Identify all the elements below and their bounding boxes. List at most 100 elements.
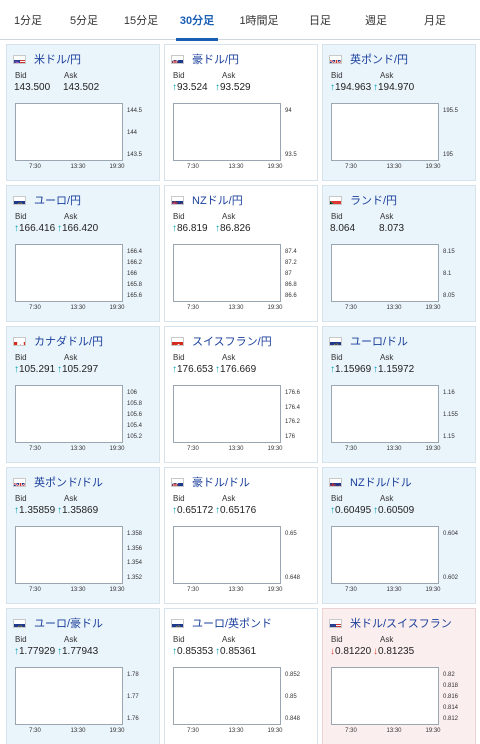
pair-name[interactable]: NZドル/円	[192, 195, 243, 207]
tab-5分足[interactable]: 5分足	[69, 15, 99, 27]
y-tick-label: 165.6	[127, 293, 143, 299]
pair-name[interactable]: ユーロ/豪ドル	[34, 618, 104, 630]
flag-icon	[13, 618, 26, 628]
candlestick-chart[interactable]: 87.4 87.2 87 86.8 86.6 7:30 13:30 19:30	[173, 244, 311, 316]
x-tick-label: 7:30	[187, 587, 199, 593]
flag-icon	[13, 336, 26, 346]
tab-1分足[interactable]: 1分足	[13, 15, 43, 27]
rate-card[interactable]: 豪ドル/ドル Bid Ask ↑0.65172 ↑0.65176 0.65 0.648 7:3…	[164, 467, 318, 604]
pair-name[interactable]: 米ドル/スイスフラン	[350, 618, 452, 630]
ask-label: Ask	[380, 353, 394, 362]
rate-card[interactable]: ユーロ/豪ドル Bid Ask ↑1.77929 ↑1.77943 1.78 1.77 1.7…	[6, 608, 160, 744]
ask-value: ↑0.65176	[215, 505, 256, 516]
candlestick-chart[interactable]: 8.15 8.1 8.05 7:30 13:30 19:30	[331, 244, 469, 316]
rate-card[interactable]: 米ドル/円 Bid Ask 143.500 143.502 144.5 144 143.5 7:…	[6, 44, 160, 181]
pair-name[interactable]: ランド/円	[350, 195, 398, 207]
ask-label: Ask	[222, 71, 236, 80]
y-tick-label: 195	[443, 152, 454, 158]
arrow-up-icon: ↑	[330, 364, 335, 375]
candlestick-chart[interactable]: 0.65 0.648 7:30 13:30 19:30	[173, 526, 311, 598]
tab-月足[interactable]: 月足	[424, 15, 446, 27]
ask-value: 143.502	[63, 82, 99, 93]
arrow-up-icon: ↑	[373, 82, 378, 93]
pair-name[interactable]: ユーロ/英ポンド	[192, 618, 273, 630]
ask-label: Ask	[222, 353, 236, 362]
chart-plot-area	[173, 526, 281, 584]
bid-value: 143.500	[14, 82, 50, 93]
chart-plot-area	[15, 103, 123, 161]
candlestick-chart[interactable]: 195.5 195 7:30 13:30 19:30	[331, 103, 469, 175]
rate-card[interactable]: カナダドル/円 Bid Ask ↑105.291 ↑105.297 106 105.8 105…	[6, 326, 160, 463]
rate-card[interactable]: ユーロ/ドル Bid Ask ↑1.15969 ↑1.15972 1.16 1.155 1.1…	[322, 326, 476, 463]
pair-name[interactable]: 豪ドル/ドル	[192, 477, 251, 489]
candlestick-chart[interactable]: 1.78 1.77 1.76 7:30 13:30 19:30	[15, 667, 153, 739]
ask-number: 176.669	[220, 364, 257, 375]
bid-number: 1.15969	[335, 364, 372, 375]
bid-value: ↑0.60495	[330, 505, 371, 516]
chart-plot-area	[331, 526, 439, 584]
x-tick-label: 13:30	[386, 305, 402, 311]
x-tick-label: 7:30	[345, 164, 357, 170]
flag-icon	[329, 618, 342, 628]
bid-label: Bid	[173, 353, 185, 362]
card-header: 豪ドル/円	[171, 52, 239, 66]
bid-label: Bid	[173, 71, 185, 80]
pair-name[interactable]: 豪ドル/円	[192, 54, 240, 66]
tab-1時間足[interactable]: 1時間足	[239, 15, 279, 27]
rate-card[interactable]: スイスフラン/円 Bid Ask ↑176.653 ↑176.669 176.6 176.4…	[164, 326, 318, 463]
candlestick-chart[interactable]: 1.358 1.356 1.354 1.352 7:30 13:30 19:30	[15, 526, 153, 598]
ask-label: Ask	[64, 635, 78, 644]
y-tick-label: 176	[285, 434, 296, 440]
candlestick-chart[interactable]: 166.4 166.2 166 165.8 165.6 7:30 13:30 19:30	[15, 244, 153, 316]
candlestick-chart[interactable]: 94 93.5 7:30 13:30 19:30	[173, 103, 311, 175]
tab-週足[interactable]: 週足	[365, 15, 387, 27]
candlestick-chart[interactable]: 144.5 144 143.5 7:30 13:30 19:30	[15, 103, 153, 175]
rate-card[interactable]: 米ドル/スイスフラン Bid Ask ↓0.81220 ↓0.81235 0.82 0.81…	[322, 608, 476, 744]
arrow-up-icon: ↑	[14, 505, 19, 516]
x-tick-label: 13:30	[70, 587, 86, 593]
bid-number: 8.064	[330, 223, 356, 234]
pair-name[interactable]: 米ドル/円	[34, 54, 82, 66]
pair-name[interactable]: ユーロ/ドル	[350, 336, 409, 348]
flag-icon	[329, 336, 342, 346]
bid-value: ↑1.77929	[14, 646, 55, 657]
pair-name[interactable]: ユーロ/円	[34, 195, 82, 207]
ask-number: 8.073	[379, 223, 405, 234]
pair-name[interactable]: カナダドル/円	[34, 336, 104, 348]
y-tick-label: 86.6	[285, 293, 297, 299]
rate-card[interactable]: NZドル/円 Bid Ask ↑86.819 ↑86.826 87.4 87.2 87 86.8…	[164, 185, 318, 322]
rate-card[interactable]: ユーロ/円 Bid Ask ↑166.416 ↑166.420 166.4 166.2 166…	[6, 185, 160, 322]
rate-card[interactable]: 英ポンド/ドル Bid Ask ↑1.35859 ↑1.35869 1.358 1.356 1…	[6, 467, 160, 604]
rate-card[interactable]: 豪ドル/円 Bid Ask ↑93.524 ↑93.529 94 93.5 7:30 13:30…	[164, 44, 318, 181]
tab-15分足[interactable]: 15分足	[123, 15, 159, 27]
y-tick-label: 1.78	[127, 672, 139, 678]
rate-card[interactable]: ユーロ/英ポンド Bid Ask ↑0.85353 ↑0.85361 0.852 0.85 0…	[164, 608, 318, 744]
candlestick-chart[interactable]: 0.604 0.602 7:30 13:30 19:30	[331, 526, 469, 598]
x-tick-label: 19:30	[267, 587, 283, 593]
tab-30分足[interactable]: 30分足	[170, 0, 224, 41]
rate-card[interactable]: NZドル/ドル Bid Ask ↑0.60495 ↑0.60509 0.604 0.602 7…	[322, 467, 476, 604]
rate-card[interactable]: 英ポンド/円 Bid Ask ↑194.963 ↑194.970 195.5 195 7:30…	[322, 44, 476, 181]
candlestick-chart[interactable]: 1.16 1.155 1.15 7:30 13:30 19:30	[331, 385, 469, 457]
y-tick-label: 166	[127, 271, 138, 277]
pair-name[interactable]: 英ポンド/円	[350, 54, 409, 66]
x-tick-label: 13:30	[228, 164, 244, 170]
candlestick-chart[interactable]: 176.6 176.4 176.2 176 7:30 13:30 19:30	[173, 385, 311, 457]
y-tick-label: 105.4	[127, 423, 143, 429]
rate-card[interactable]: ランド/円 Bid Ask 8.064 8.073 8.15 8.1 8.05 7:30 13:3…	[322, 185, 476, 322]
card-header: ユーロ/円	[13, 193, 81, 207]
ask-value: ↑1.15972	[373, 364, 414, 375]
x-tick-label: 19:30	[267, 164, 283, 170]
pair-name[interactable]: NZドル/ドル	[350, 477, 412, 489]
candlestick-chart[interactable]: 0.82 0.818 0.816 0.814 0.812 7:30 13:30 19:30	[331, 667, 469, 739]
bid-number: 166.416	[19, 223, 56, 234]
y-tick-label: 0.65	[285, 531, 297, 537]
pair-name[interactable]: スイスフラン/円	[192, 336, 272, 348]
candlestick-chart[interactable]: 106 105.8 105.6 105.4 105.2 7:30 13:30 19:30	[15, 385, 153, 457]
x-tick-label: 7:30	[29, 728, 41, 734]
pair-name[interactable]: 英ポンド/ドル	[34, 477, 104, 489]
card-header: NZドル/円	[171, 193, 243, 207]
ask-value: ↑194.970	[373, 82, 414, 93]
candlestick-chart[interactable]: 0.852 0.85 0.848 7:30 13:30 19:30	[173, 667, 311, 739]
tab-日足[interactable]: 日足	[309, 15, 331, 27]
